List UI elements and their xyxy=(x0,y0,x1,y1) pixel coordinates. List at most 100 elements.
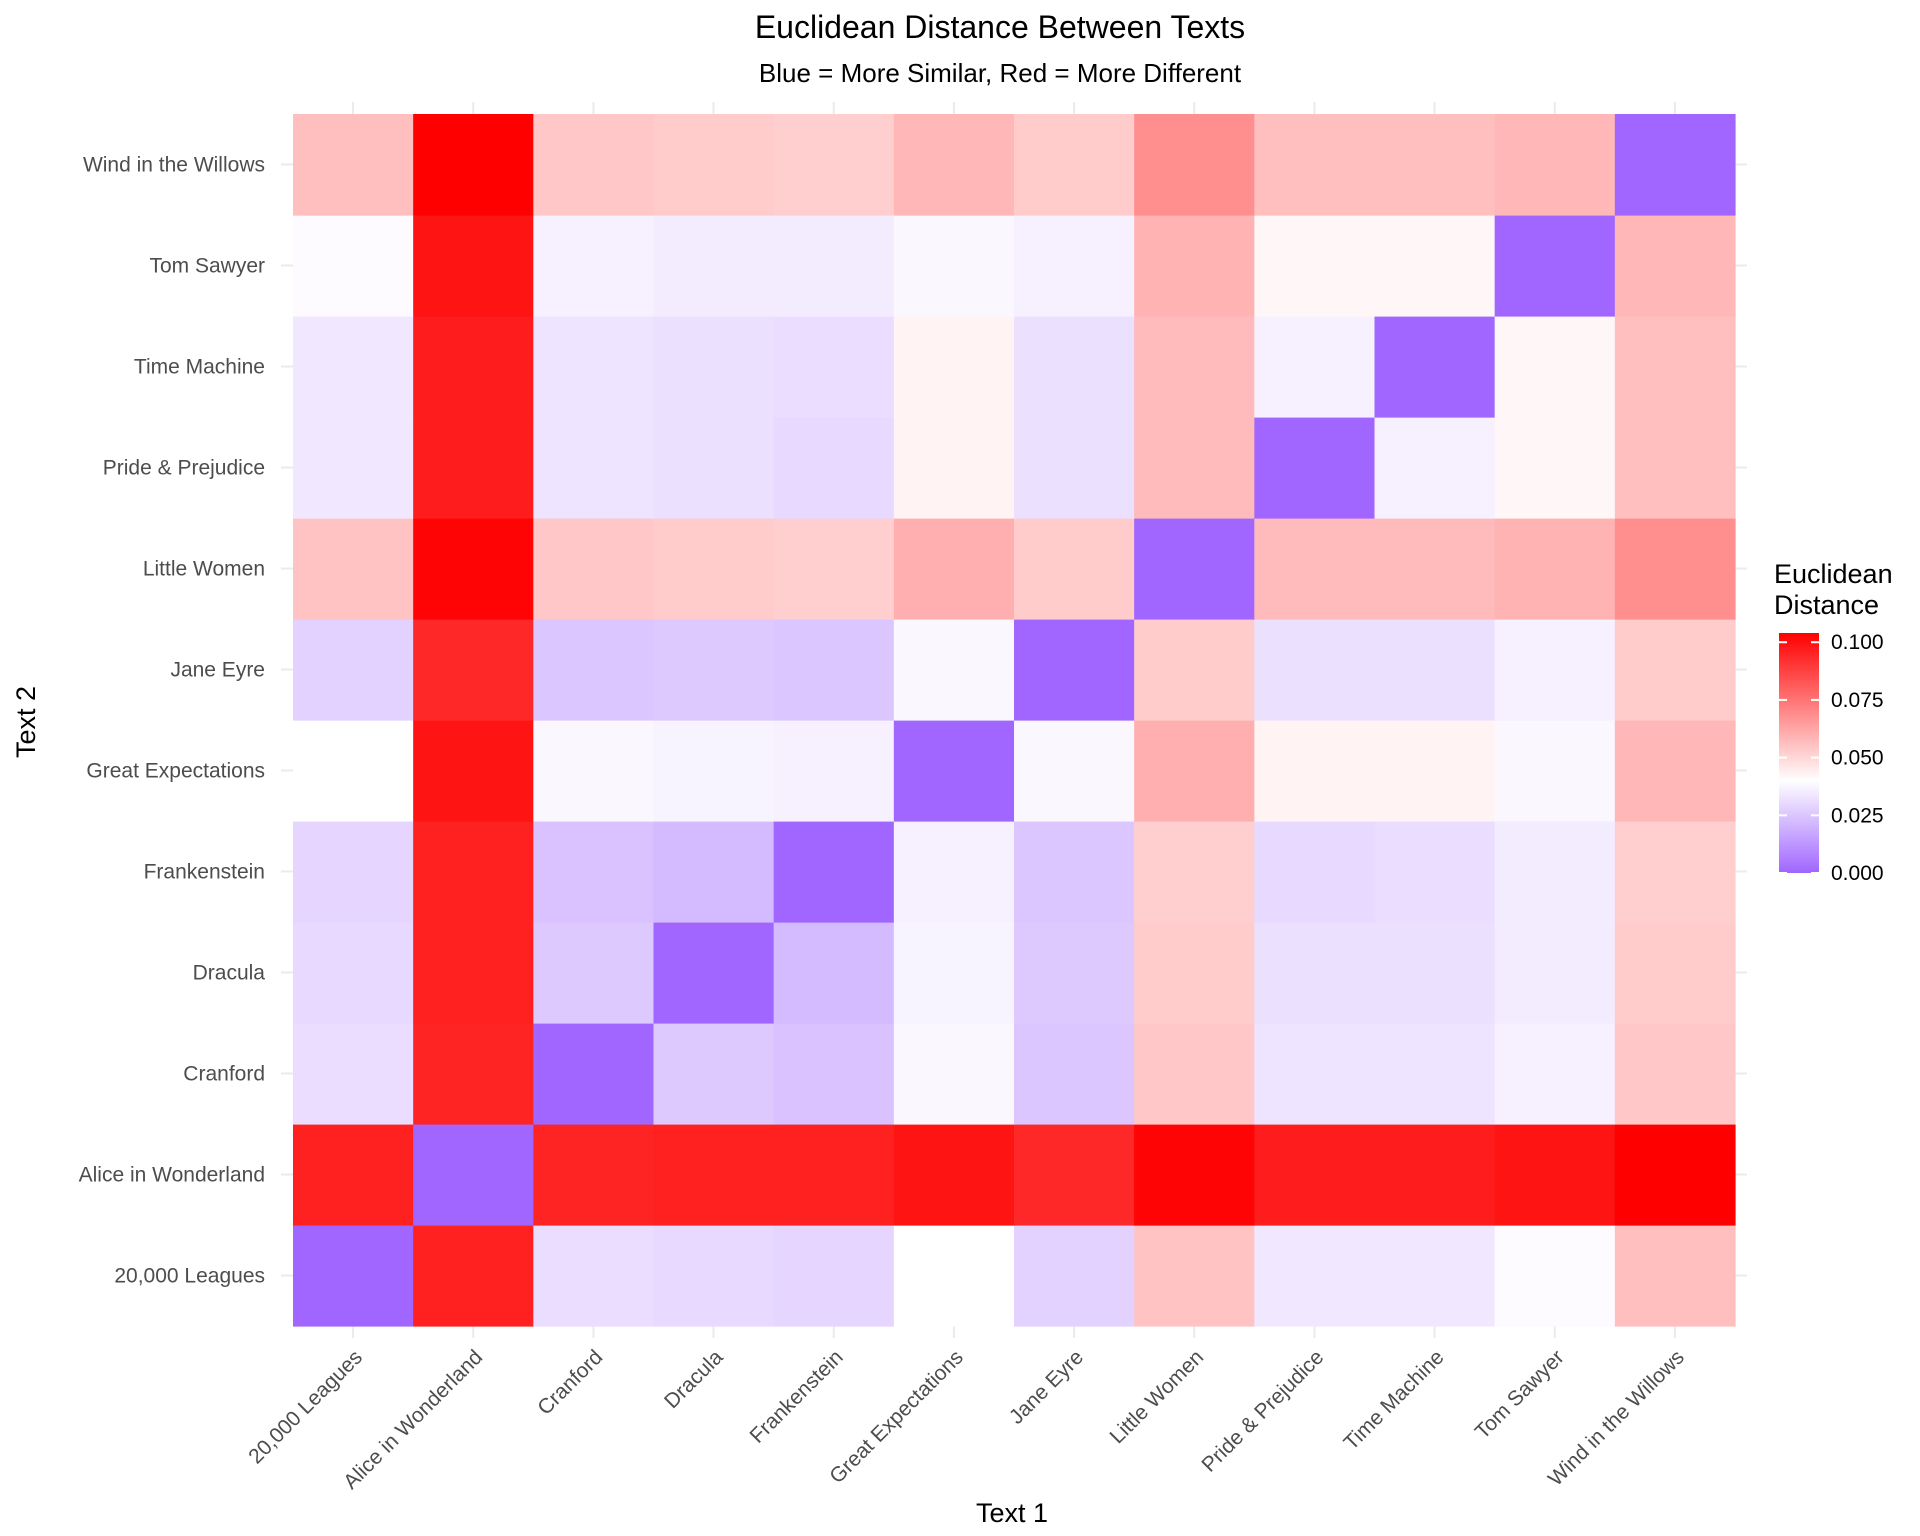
heatmap-cell xyxy=(1134,417,1255,519)
heatmap-cell xyxy=(1614,619,1736,721)
heatmap-cell xyxy=(1014,922,1135,1024)
heatmap-cell xyxy=(1614,215,1736,317)
x-tick-label: Pride & Prejudice xyxy=(1197,1346,1328,1477)
heatmap-cell xyxy=(653,619,775,721)
x-tick-label: Tom Sawyer xyxy=(1471,1346,1569,1444)
x-tick-label: Frankenstein xyxy=(746,1346,848,1448)
heatmap-cell xyxy=(773,316,895,418)
heatmap-cell xyxy=(1134,316,1255,418)
heatmap-cell xyxy=(1254,1124,1376,1226)
heatmap-cell xyxy=(533,518,655,620)
heatmap-cell xyxy=(1254,1225,1376,1327)
heatmap-cell xyxy=(1614,1023,1736,1125)
heatmap-cell xyxy=(293,215,414,317)
heatmap-cell xyxy=(1374,1124,1496,1226)
y-tick-label: Time Machine xyxy=(134,356,265,379)
heatmap-cell xyxy=(1134,1023,1255,1125)
legend-tick-label: 0.025 xyxy=(1831,804,1884,827)
heatmap-cell xyxy=(1254,922,1376,1024)
legend-ticks: 0.000 0.025 0.050 0.075 0.100 xyxy=(1779,631,1884,885)
heatmap-cell xyxy=(893,316,1015,418)
heatmap-cell xyxy=(1374,1225,1496,1327)
y-tick-label: 20,000 Leagues xyxy=(114,1265,265,1288)
heatmap-cell xyxy=(1014,114,1135,216)
heatmap-cell xyxy=(1254,316,1376,418)
heatmap-cell xyxy=(1134,1124,1255,1226)
heatmap-cell xyxy=(893,720,1015,822)
heatmap-cell xyxy=(533,619,655,721)
heatmap-cell xyxy=(413,1124,534,1226)
x-tick-label: Alice in Wonderland xyxy=(339,1346,487,1494)
y-tick-label: Wind in the Willows xyxy=(83,154,265,177)
y-tick-label: Pride & Prejudice xyxy=(103,457,265,480)
heatmap-cell xyxy=(773,518,895,620)
heatmap-cell xyxy=(1014,619,1135,721)
heatmap-cell xyxy=(1494,821,1616,923)
heatmap-cell xyxy=(893,1225,1015,1327)
heatmap-cell xyxy=(293,417,414,519)
heatmap-cell xyxy=(1254,114,1376,216)
chart-title: Euclidean Distance Between Texts xyxy=(755,9,1245,45)
heatmap-cell xyxy=(773,1023,895,1125)
heatmap-cell xyxy=(1494,1124,1616,1226)
x-tick-label: Great Expectations xyxy=(825,1346,968,1489)
heatmap-cell xyxy=(1374,316,1496,418)
heatmap-cell xyxy=(1494,518,1616,620)
heatmap-cell xyxy=(413,316,534,418)
heatmap-cell xyxy=(1254,417,1376,519)
x-tick-label: Jane Eyre xyxy=(1005,1346,1088,1429)
heatmap-cell xyxy=(1014,316,1135,418)
heatmap-cell xyxy=(1014,1124,1135,1226)
heatmap-cell xyxy=(893,619,1015,721)
heatmap-cell xyxy=(533,821,655,923)
legend-title-line1: Euclidean xyxy=(1774,559,1893,589)
heatmap-cell xyxy=(533,1124,655,1226)
heatmap-cell xyxy=(773,1124,895,1226)
heatmap-cell xyxy=(1014,417,1135,519)
x-tick-label: Dracula xyxy=(660,1345,728,1413)
heatmap-cell xyxy=(1494,417,1616,519)
heatmap-cell xyxy=(893,518,1015,620)
heatmap-cell xyxy=(1134,215,1255,317)
legend-title-line2: Distance xyxy=(1774,590,1879,620)
heatmap-cell xyxy=(293,821,414,923)
heatmap-cell xyxy=(773,417,895,519)
y-tick-label: Tom Sawyer xyxy=(149,255,265,278)
heatmap-cell xyxy=(893,114,1015,216)
heatmap-cell xyxy=(1254,619,1376,721)
heatmap-cell xyxy=(413,1225,534,1327)
heatmap-cell xyxy=(1374,619,1496,721)
heatmap-cell xyxy=(1614,114,1736,216)
heatmap-cell xyxy=(893,215,1015,317)
heatmap-cell xyxy=(1014,1023,1135,1125)
chart-subtitle: Blue = More Similar, Red = More Differen… xyxy=(759,58,1242,88)
heatmap-cell xyxy=(413,1023,534,1125)
heatmap-cell xyxy=(1374,922,1496,1024)
heatmap-cell xyxy=(1494,720,1616,822)
heatmap-cell xyxy=(653,922,775,1024)
heatmap-cell xyxy=(413,114,534,216)
heatmap-cell xyxy=(1014,518,1135,620)
heatmap-cell xyxy=(1374,1023,1496,1125)
heatmap-cell xyxy=(1614,1225,1736,1327)
heatmap-cell xyxy=(1374,114,1496,216)
heatmap-cell xyxy=(1494,215,1616,317)
heatmap-cell xyxy=(1374,417,1496,519)
heatmap-cell xyxy=(533,1023,655,1125)
legend-tick-label: 0.100 xyxy=(1831,631,1884,654)
y-axis-title: Text 2 xyxy=(11,686,41,758)
heatmap-cell xyxy=(293,1023,414,1125)
heatmap-cell xyxy=(293,114,414,216)
heatmap-cell xyxy=(653,114,775,216)
heatmap-cell xyxy=(1494,114,1616,216)
heatmap-cell xyxy=(1134,821,1255,923)
heatmap-cell xyxy=(413,821,534,923)
heatmap-cell xyxy=(1614,417,1736,519)
heatmap-cell xyxy=(773,922,895,1024)
x-axis-title: Text 1 xyxy=(976,1498,1048,1528)
heatmap-cell xyxy=(413,619,534,721)
heatmap-cell xyxy=(893,821,1015,923)
heatmap-cell xyxy=(1374,720,1496,822)
